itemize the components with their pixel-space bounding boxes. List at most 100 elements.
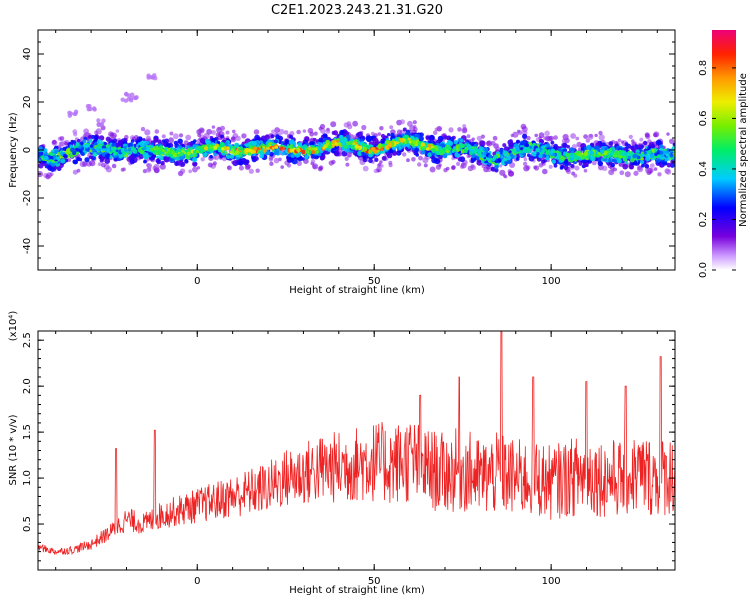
spectrogram-cell — [544, 130, 550, 137]
spectrogram-cell — [545, 155, 550, 161]
spectrogram-cell — [72, 140, 77, 145]
spectrogram-cell — [579, 154, 583, 157]
spectrogram-cell — [213, 145, 218, 150]
spectrogram-cell — [313, 131, 318, 136]
spectrogram-cell — [96, 121, 101, 127]
spectrogram-cell — [319, 156, 325, 161]
spectrogram-cell — [370, 147, 375, 152]
spectrogram-cell — [464, 146, 468, 150]
spectrogram-cell — [509, 150, 512, 154]
spectrogram-cell — [145, 167, 152, 173]
spectrogram-cell — [565, 152, 571, 158]
spectrogram-cell — [346, 141, 351, 146]
spectrogram-cell — [520, 123, 527, 130]
spectrogram-cell — [90, 134, 95, 139]
spectrogram-cell — [575, 136, 580, 141]
spectrogram-cell — [636, 155, 641, 160]
spectrogram-cell — [46, 172, 53, 179]
spectrogram-cell — [72, 111, 78, 117]
spectrogram-cell — [59, 136, 65, 141]
spectrogram-cell — [425, 147, 430, 151]
spectrogram-cell — [622, 163, 629, 170]
spectrogram-cell — [217, 148, 222, 153]
spectrogram-cell — [296, 129, 301, 135]
spectrogram-cell — [262, 148, 267, 153]
spectrogram-cell — [435, 164, 441, 170]
spectrogram-cell — [197, 133, 202, 138]
spectrogram-cell — [574, 165, 580, 171]
spectrogram-cell — [195, 149, 199, 153]
spectrogram-cell — [368, 158, 373, 164]
spectrogram-cell — [548, 164, 553, 169]
bottom-x-tick-label: 50 — [368, 576, 381, 587]
spectrogram-cell — [73, 145, 77, 149]
spectrogram-cell — [407, 120, 413, 127]
spectrogram-cell — [335, 139, 339, 143]
spectrogram-cell — [587, 134, 594, 140]
spectrogram-cell — [73, 159, 78, 165]
spectrogram-cell — [491, 158, 495, 161]
spectrogram-cell — [616, 158, 622, 164]
spectrogram-cell — [333, 130, 338, 136]
spectrogram-cell — [389, 125, 394, 130]
spectrogram-cell — [345, 162, 350, 167]
spectrogram-cell — [543, 159, 547, 163]
spectrogram-cell — [101, 118, 106, 123]
spectrogram-cell — [310, 159, 316, 164]
spectrogram-cell — [227, 165, 231, 170]
spectrogram-cell — [669, 138, 675, 144]
colorbar-tick-label: 0.2 — [698, 212, 709, 228]
spectrogram-cell — [51, 139, 57, 145]
spectrogram-cell — [399, 137, 404, 142]
spectrogram-cell — [221, 147, 225, 150]
spectrogram-cell — [440, 149, 443, 153]
spectrogram-cell — [192, 166, 198, 173]
spectrogram-cell — [425, 135, 430, 140]
spectrogram-cell — [417, 141, 421, 145]
spectrogram-cell — [320, 128, 326, 134]
spectrogram-cell — [284, 139, 289, 144]
spectrogram-cell — [265, 150, 271, 155]
spectrogram-cell — [82, 161, 88, 167]
spectrogram-cell — [570, 164, 575, 168]
spectrogram-cell — [220, 134, 225, 139]
spectrogram-cell — [623, 155, 626, 159]
spectrogram-cell — [526, 135, 531, 141]
spectrogram-cell — [143, 146, 147, 150]
spectrogram-cell — [646, 154, 650, 157]
spectrogram-cell — [327, 148, 331, 152]
spectrogram-cell — [181, 150, 185, 153]
top-y-tick-label: 20 — [22, 96, 33, 109]
spectrogram-cell — [175, 150, 179, 154]
spectrogram-cell — [669, 153, 674, 158]
spectrogram-cell — [211, 125, 216, 129]
spectrogram-cell — [656, 159, 660, 164]
spectrogram-cell — [178, 133, 184, 138]
spectrogram-cell — [58, 141, 64, 147]
spectrogram-cell — [331, 140, 336, 144]
spectrogram-cell — [296, 147, 301, 153]
spectrogram-cell — [552, 153, 556, 157]
spectrogram-cell — [312, 137, 317, 142]
spectrogram-cell — [72, 169, 78, 175]
spectrogram-cell — [458, 146, 463, 151]
spectrogram-cell — [327, 144, 333, 149]
spectrogram-cell — [51, 156, 54, 160]
spectrogram-cell — [96, 139, 103, 145]
spectrogram-cell — [424, 142, 428, 146]
spectrogram-cell — [406, 158, 410, 163]
spectrogram-cell — [43, 155, 49, 161]
spectrogram-cell — [528, 155, 535, 162]
spectrogram-cell — [384, 145, 390, 150]
spectrogram-cell — [179, 152, 183, 157]
spectrogram-cell — [78, 145, 82, 149]
spectrogram-cell — [423, 163, 428, 168]
spectrogram-cell — [242, 159, 249, 166]
spectrogram-cell — [156, 159, 161, 165]
bottom-x-tick-label: 100 — [542, 576, 561, 587]
top-x-tick-label: 50 — [368, 276, 381, 287]
spectrogram-cell — [146, 163, 150, 167]
spectrogram-cell — [637, 166, 644, 173]
spectrogram-cell — [640, 153, 645, 157]
spectrogram-cell — [347, 145, 351, 149]
